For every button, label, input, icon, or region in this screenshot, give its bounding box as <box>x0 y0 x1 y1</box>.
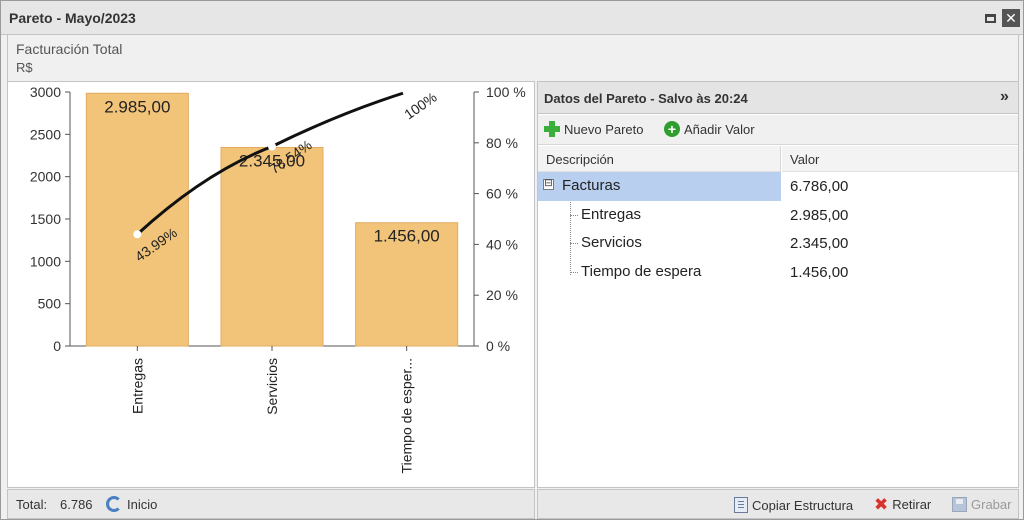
y-tick-label: 3000 <box>30 84 61 100</box>
collapse-icon[interactable]: ⊟ <box>543 178 554 190</box>
cumulative-point <box>133 230 142 239</box>
cumulative-point <box>268 142 276 151</box>
chart-header: Facturación Total R$ <box>7 35 1019 81</box>
y2-tick-label: 40 % <box>486 236 518 252</box>
data-panel: Datos del Pareto - Salvo às 20:24 » Nuev… <box>537 81 1019 488</box>
tree-row-facturas[interactable]: ⊟ Facturas 6.786,00 <box>538 172 1018 201</box>
chart-panel: 0 500 1000 1500 2000 2500 3000 0 % 20 % 40 % 60 % 8… <box>7 81 535 488</box>
tree-row-entregas[interactable]: Entregas 2.985,00 <box>538 201 1018 230</box>
close-button[interactable]: ✕ <box>1002 9 1020 27</box>
refresh-icon <box>106 496 122 512</box>
maximize-button[interactable] <box>981 9 999 27</box>
inicio-label: Inicio <box>127 496 158 512</box>
save-button[interactable]: Grabar <box>952 497 1011 512</box>
remove-icon: ✖ <box>874 494 889 514</box>
window-title: Pareto - Mayo/2023 <box>9 10 136 26</box>
y2-tick-label: 80 % <box>486 135 518 151</box>
y-tick-label: 500 <box>38 296 62 312</box>
save-label: Grabar <box>971 497 1012 512</box>
tree-row-tiempo-de-espera[interactable]: Tiempo de espera 1.456,00 <box>538 258 1018 287</box>
tree-cell-description: Tiempo de espera <box>538 258 781 287</box>
data-panel-header: Datos del Pareto - Salvo às 20:24 » <box>538 82 1018 114</box>
tree-cell-description: Servicios <box>538 229 781 258</box>
y2-tick-label: 60 % <box>486 186 518 202</box>
y2-tick-label: 100 % <box>486 84 526 100</box>
tree-value: 2.985,00 <box>790 207 849 224</box>
new-pareto-button[interactable]: Nuevo Pareto <box>544 121 644 137</box>
column-header-value[interactable]: Valor <box>782 146 1018 172</box>
tree-value: 2.345,00 <box>790 235 849 252</box>
x-tick-label: Servicios <box>264 358 280 415</box>
bar-value-label: 2.985,00 <box>104 97 170 116</box>
tree-label: Tiempo de espera <box>581 263 702 280</box>
tree-value: 1.456,00 <box>790 264 849 281</box>
data-panel-title: Datos del Pareto - Salvo às 20:24 <box>544 91 748 106</box>
tree-branch-line <box>570 272 578 273</box>
tree-label: Servicios <box>581 234 642 251</box>
bar-value-label: 1.456,00 <box>374 227 440 246</box>
maximize-icon <box>984 13 996 23</box>
save-icon <box>952 497 967 512</box>
title-bar: Pareto - Mayo/2023 ✕ <box>1 1 1023 35</box>
bar-value-label: 2.345,00 <box>239 151 305 170</box>
cumulative-point <box>402 88 411 96</box>
tree-branch-line <box>570 243 578 244</box>
x-tick-label: Entregas <box>129 358 145 414</box>
add-value-button[interactable]: + Añadir Valor <box>664 121 755 137</box>
remove-button[interactable]: ✖ Retirar <box>874 494 932 514</box>
new-pareto-label: Nuevo Pareto <box>564 121 644 137</box>
y-tick-label: 0 <box>53 338 61 354</box>
y-tick-label: 2500 <box>30 126 61 142</box>
pareto-chart: 0 500 1000 1500 2000 2500 3000 0 % 20 % 40 % 60 % 8… <box>30 84 526 473</box>
remove-label: Retirar <box>892 497 932 512</box>
tree-branch-line <box>570 215 578 216</box>
data-panel-toolbar: Nuevo Pareto + Añadir Valor <box>538 115 1018 145</box>
x-tick-label: Tiempo de esper... <box>399 358 415 473</box>
add-value-label: Añadir Valor <box>684 121 755 137</box>
copy-structure-label: Copiar Estructura <box>752 497 854 513</box>
total-label: Total: <box>16 497 48 512</box>
tree-label: Facturas <box>562 177 621 194</box>
y2-tick-label: 20 % <box>486 287 518 303</box>
y-tick-label: 1000 <box>30 253 61 269</box>
inicio-button[interactable]: Inicio <box>106 496 157 512</box>
close-icon: ✕ <box>1005 10 1017 26</box>
tree-cell-description: Entregas <box>538 201 781 230</box>
copy-structure-button[interactable]: Copiar Estructura <box>734 497 853 513</box>
tree-connector-line <box>570 200 571 275</box>
tree-value: 6.786,00 <box>790 178 849 195</box>
tree-cell-description: ⊟ Facturas <box>538 172 781 201</box>
copy-icon <box>734 497 748 513</box>
double-chevron-right-icon[interactable]: » <box>1000 88 1009 105</box>
add-circle-icon: + <box>664 121 680 137</box>
bar <box>220 146 324 347</box>
y-tick-label: 2000 <box>30 169 61 185</box>
tree-row-servicios[interactable]: Servicios 2.345,00 <box>538 229 1018 258</box>
chart-title: Facturación Total <box>16 41 123 57</box>
total-value: 6.786 <box>60 497 93 512</box>
status-bar-left: Total: 6.786 Inicio <box>7 489 535 519</box>
green-plus-icon <box>544 121 560 137</box>
bar <box>355 222 459 347</box>
status-bar-right: Copiar Estructura ✖ Retirar Grabar <box>537 489 1019 519</box>
y-tick-label: 1500 <box>30 211 61 227</box>
chart-unit: R$ <box>16 60 33 75</box>
column-header-description[interactable]: Descripción <box>538 146 781 172</box>
y2-tick-label: 0 % <box>486 338 510 354</box>
bar <box>85 92 189 347</box>
tree-label: Entregas <box>581 206 642 223</box>
